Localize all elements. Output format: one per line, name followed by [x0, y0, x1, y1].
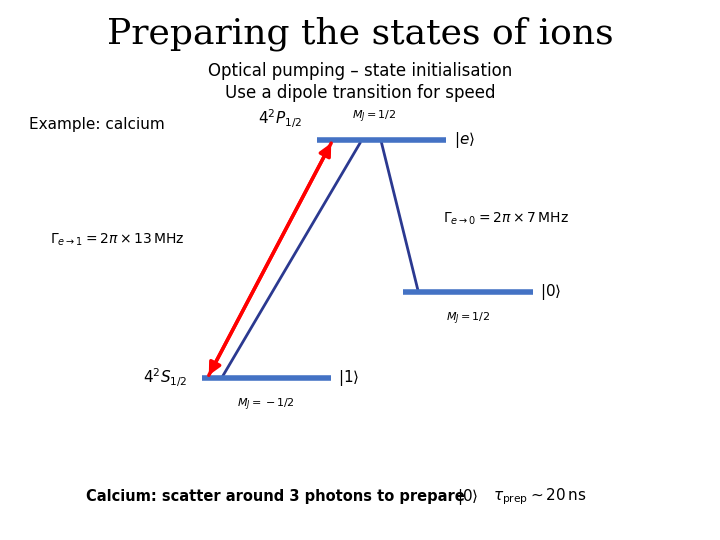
Text: Preparing the states of ions: Preparing the states of ions	[107, 16, 613, 51]
Text: $4^2P_{1/2}$: $4^2P_{1/2}$	[258, 107, 302, 130]
Text: $|0\rangle$: $|0\rangle$	[457, 487, 479, 507]
Text: $\tau_{\rm prep} \sim 20\,{\rm ns}$: $\tau_{\rm prep} \sim 20\,{\rm ns}$	[493, 487, 587, 507]
Text: $4^2S_{1/2}$: $4^2S_{1/2}$	[143, 367, 187, 389]
Text: $M_J = 1/2$: $M_J = 1/2$	[446, 310, 490, 327]
Text: Optical pumping – state initialisation: Optical pumping – state initialisation	[208, 62, 512, 80]
Text: $\Gamma_{e\to0} = 2\pi\times 7\,\mathrm{MHz}$: $\Gamma_{e\to0} = 2\pi\times 7\,\mathrm{…	[443, 211, 569, 227]
Text: $M_J = 1/2$: $M_J = 1/2$	[352, 109, 397, 125]
Text: $|1\rangle$: $|1\rangle$	[338, 368, 360, 388]
Text: $|0\rangle$: $|0\rangle$	[540, 281, 562, 302]
Text: $|e\rangle$: $|e\rangle$	[454, 130, 474, 151]
Text: Calcium: scatter around 3 photons to prepare: Calcium: scatter around 3 photons to pre…	[86, 489, 465, 504]
Text: Use a dipole transition for speed: Use a dipole transition for speed	[225, 84, 495, 102]
Text: $\Gamma_{e\to1} = 2\pi\times 13\,\mathrm{MHz}$: $\Gamma_{e\to1} = 2\pi\times 13\,\mathrm…	[50, 232, 185, 248]
Text: Example: calcium: Example: calcium	[29, 117, 165, 132]
Text: $M_J = -1/2$: $M_J = -1/2$	[238, 397, 295, 413]
